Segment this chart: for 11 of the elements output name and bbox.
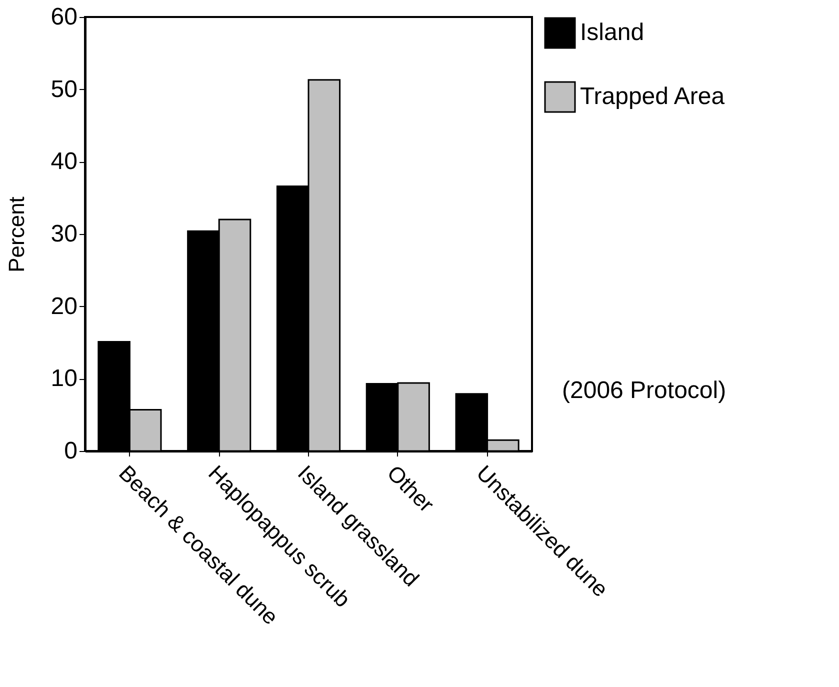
text: (2006 Protocol) bbox=[562, 377, 726, 404]
legend-label: Island bbox=[580, 19, 644, 46]
y-axis-title: Percent bbox=[4, 196, 29, 272]
y-tick-label: 20 bbox=[50, 292, 78, 320]
y-tick-label: 10 bbox=[50, 365, 78, 392]
y-tick-label: 40 bbox=[50, 148, 78, 176]
y-tick-label: 60 bbox=[50, 4, 78, 30]
y-tick-label: 30 bbox=[50, 220, 78, 248]
y-tick-label: 0 bbox=[64, 438, 78, 464]
legend-label: Trapped Area bbox=[580, 83, 726, 110]
y-tick-label: 50 bbox=[50, 76, 78, 103]
